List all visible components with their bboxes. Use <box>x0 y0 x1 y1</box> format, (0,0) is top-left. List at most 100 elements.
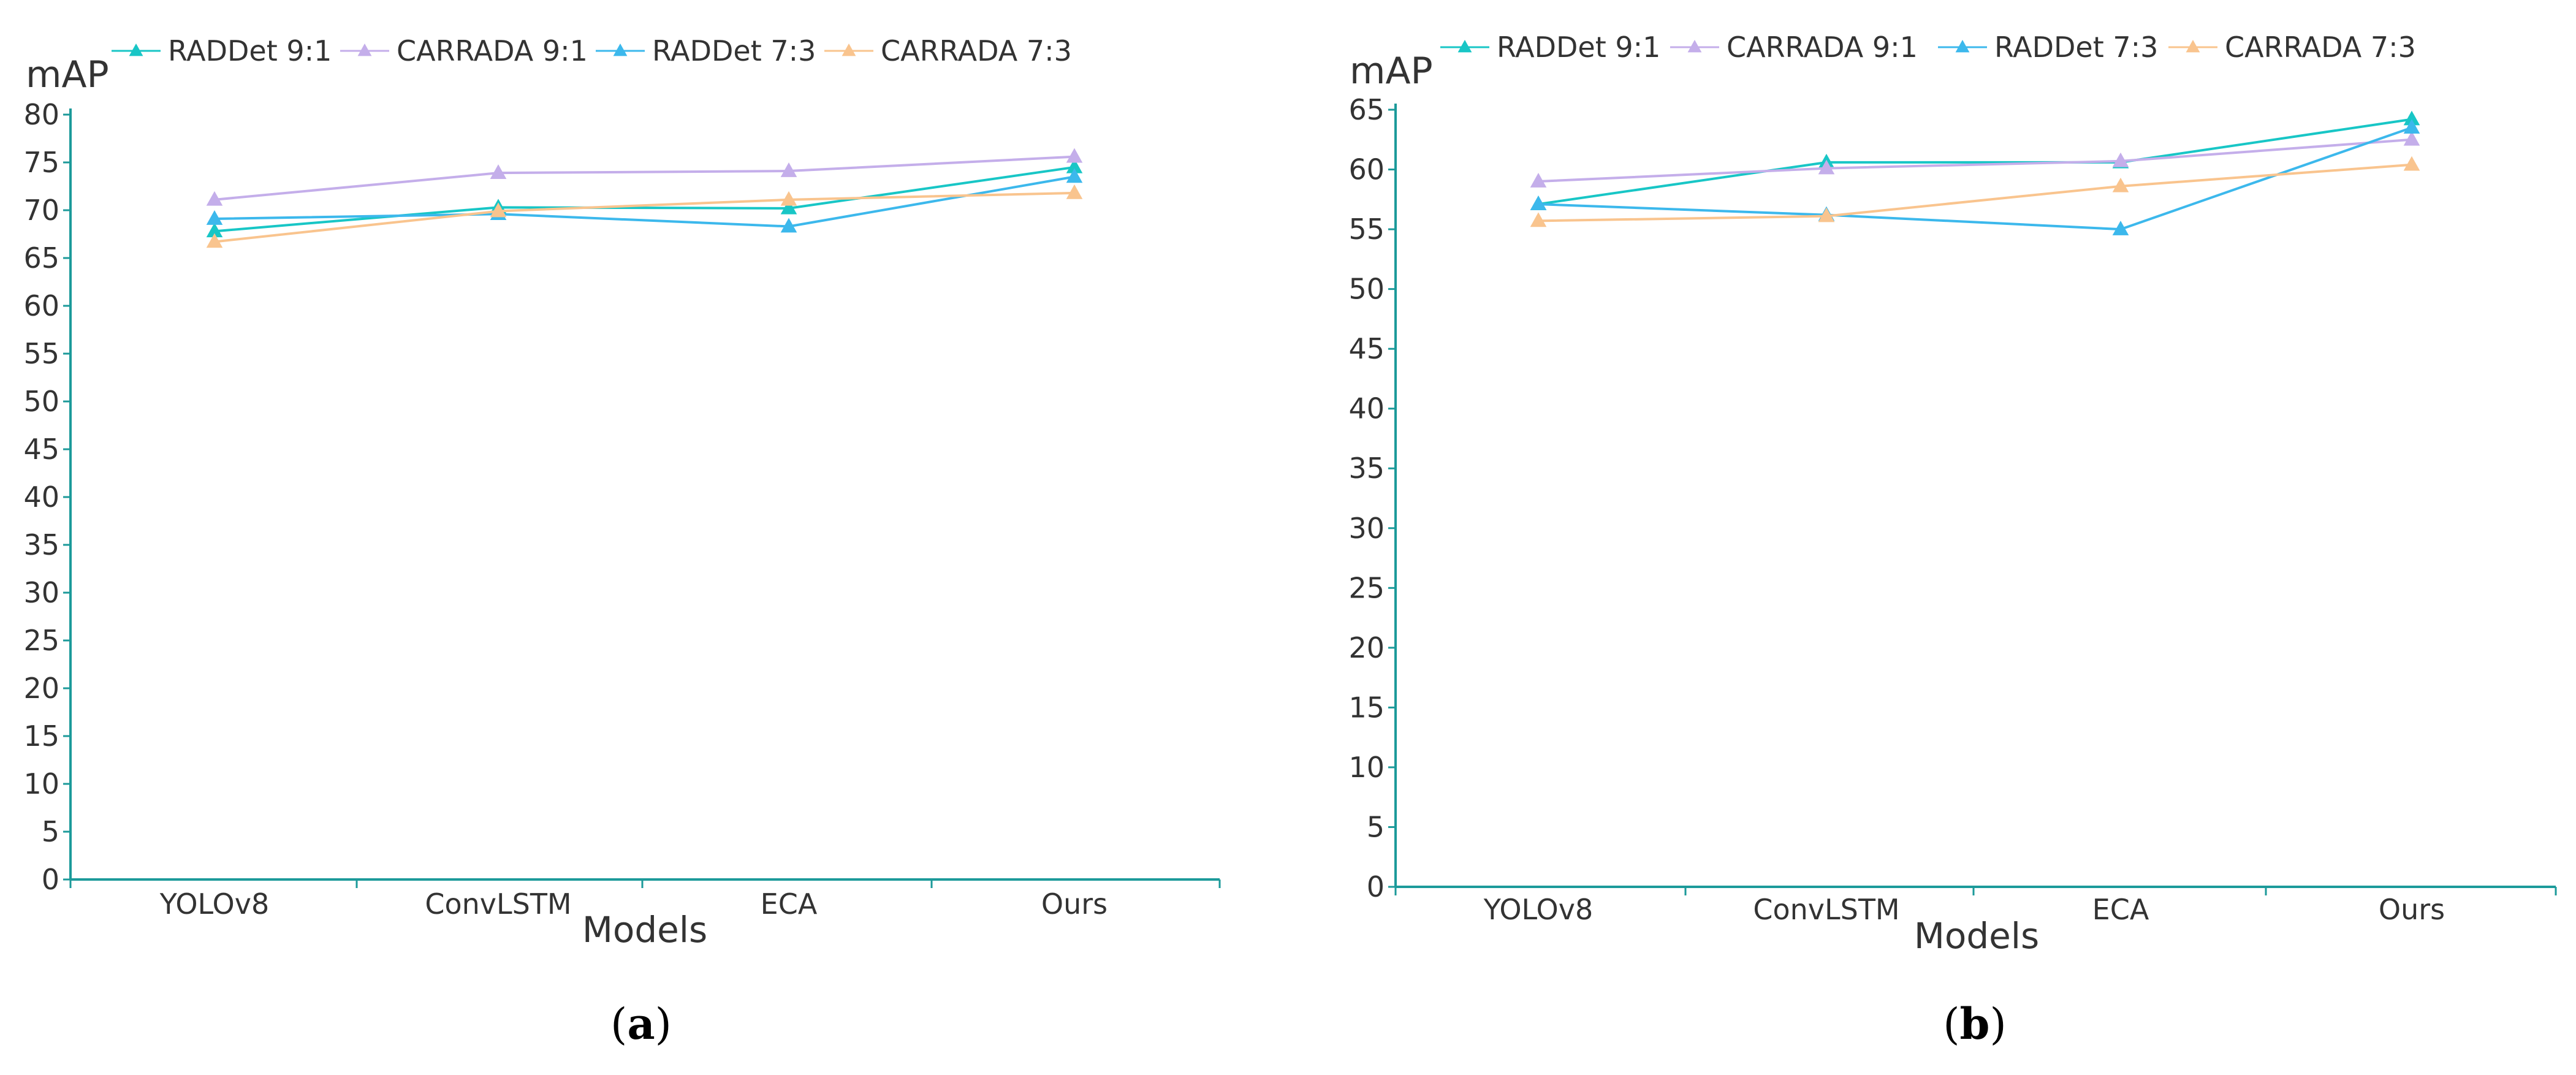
data-point <box>1066 158 1083 173</box>
y-tick-label: 30 <box>23 576 59 609</box>
y-tick-label: 35 <box>23 528 59 561</box>
x-tick-label: Ours <box>2379 893 2445 926</box>
data-point <box>1066 168 1083 183</box>
legend-marker <box>1457 40 1472 53</box>
legend-label: CARRADA 7:3 <box>881 34 1072 67</box>
x-tick-label: YOLOv8 <box>159 887 269 921</box>
y-tick-label: 20 <box>23 672 59 705</box>
data-point <box>2403 110 2420 126</box>
y-tick-label: 80 <box>23 98 59 131</box>
y-tick-label: 15 <box>23 720 59 753</box>
legend-marker <box>129 44 143 56</box>
y-tick-label: 45 <box>23 433 59 466</box>
data-point <box>780 218 797 233</box>
x-tick-label: ConvLSTM <box>1753 893 1899 926</box>
x-tick-label: ECA <box>761 887 818 921</box>
data-point <box>1818 159 1835 175</box>
caption-b: (b) <box>1943 998 2007 1049</box>
data-point <box>780 199 797 215</box>
series-line <box>214 191 1075 243</box>
data-point <box>206 191 223 206</box>
y-tick-label: 25 <box>23 624 59 657</box>
legend-label: CARRADA 9:1 <box>397 34 588 67</box>
data-point <box>1530 212 1547 227</box>
data-point <box>2403 156 2420 171</box>
y-tick-label: 55 <box>1348 213 1385 246</box>
legend-label: RADDet 7:3 <box>652 34 816 67</box>
data-point <box>1066 148 1083 163</box>
legend-label: RADDet 7:3 <box>1994 31 2158 64</box>
data-point <box>206 210 223 225</box>
y-tick-label: 60 <box>23 289 59 322</box>
y-tick-label: 65 <box>1348 93 1385 126</box>
series-line <box>1538 138 2412 183</box>
data-point <box>2403 131 2420 146</box>
data-point <box>1530 196 1547 210</box>
x-tick-label: Ours <box>1041 887 1108 921</box>
y-tick-label: 60 <box>1348 153 1385 186</box>
y-tick-label: 5 <box>42 815 59 848</box>
data-point <box>2403 119 2420 134</box>
series-line <box>1538 163 2412 222</box>
legend-marker <box>842 44 856 56</box>
y-tick-label: 20 <box>1348 631 1385 664</box>
y-tick-label: 5 <box>1367 810 1385 843</box>
x-tick-label: ECA <box>2092 893 2149 926</box>
data-point <box>2112 177 2129 192</box>
series-line <box>1538 118 2412 206</box>
caption-a: (a) <box>610 998 672 1049</box>
y-tick-label: 35 <box>1348 452 1385 485</box>
y-tick-label: 50 <box>1348 273 1385 306</box>
y-tick-label: 25 <box>1348 571 1385 604</box>
data-point <box>490 164 507 179</box>
x-axis-title: Models <box>582 909 707 951</box>
x-axis-title: Models <box>1914 915 2039 957</box>
y-tick-label: 10 <box>23 767 59 800</box>
data-point <box>490 202 507 218</box>
y-tick-label: 30 <box>1348 512 1385 545</box>
caption-a-letter: a <box>627 998 655 1049</box>
legend-marker <box>1687 40 1702 53</box>
y-tick-label: 10 <box>1348 751 1385 784</box>
legend-marker <box>1955 40 1970 53</box>
data-point <box>1066 184 1083 199</box>
y-tick-label: 0 <box>1367 870 1385 903</box>
series-line <box>214 165 1075 233</box>
chart-panel-b: mAP 0 5 10 15 20 25 30 35 40 45 50 55 60 65 YOLOv8 ConvL… <box>1348 31 2557 957</box>
y-tick-label: 40 <box>23 481 59 514</box>
data-point <box>1530 173 1547 188</box>
series-line <box>214 175 1075 228</box>
x-tick-label: ConvLSTM <box>425 887 571 921</box>
legend-label: RADDet 9:1 <box>1497 31 1660 64</box>
series-line <box>214 155 1075 201</box>
y-tick-label: 40 <box>1348 392 1385 425</box>
data-point <box>206 222 223 238</box>
legend-marker <box>2186 40 2200 53</box>
y-tick-label: 55 <box>23 337 59 370</box>
data-point <box>780 162 797 177</box>
y-tick-label: 75 <box>23 146 59 179</box>
x-tick-label: YOLOv8 <box>1483 893 1593 926</box>
y-tick-label: 15 <box>1348 691 1385 724</box>
chart-panel-a: mAP 0 5 10 15 20 25 30 35 40 45 50 55 60 65 70 75 80 YOLOv… <box>23 34 1221 951</box>
legend-label: CARRADA 7:3 <box>2225 31 2416 64</box>
y-tick-label: 0 <box>42 863 59 896</box>
y-tick-label: 50 <box>23 385 59 418</box>
y-tick-label: 65 <box>23 241 59 275</box>
legend-marker <box>613 44 628 56</box>
data-point <box>780 191 797 206</box>
y-tick-label: 70 <box>23 194 59 227</box>
series-line <box>1538 126 2412 231</box>
y-tick-label: 45 <box>1348 332 1385 365</box>
data-point <box>2112 152 2129 167</box>
legend-label: CARRADA 9:1 <box>1727 31 1918 64</box>
caption-b-letter: b <box>1960 998 1990 1049</box>
y-axis-title: mAP <box>26 53 109 96</box>
legend-marker <box>357 44 372 56</box>
data-point <box>206 233 223 248</box>
data-point <box>2112 221 2129 235</box>
legend-label: RADDet 9:1 <box>168 34 332 67</box>
data-point <box>1818 207 1835 222</box>
y-axis-title: mAP <box>1350 50 1433 93</box>
